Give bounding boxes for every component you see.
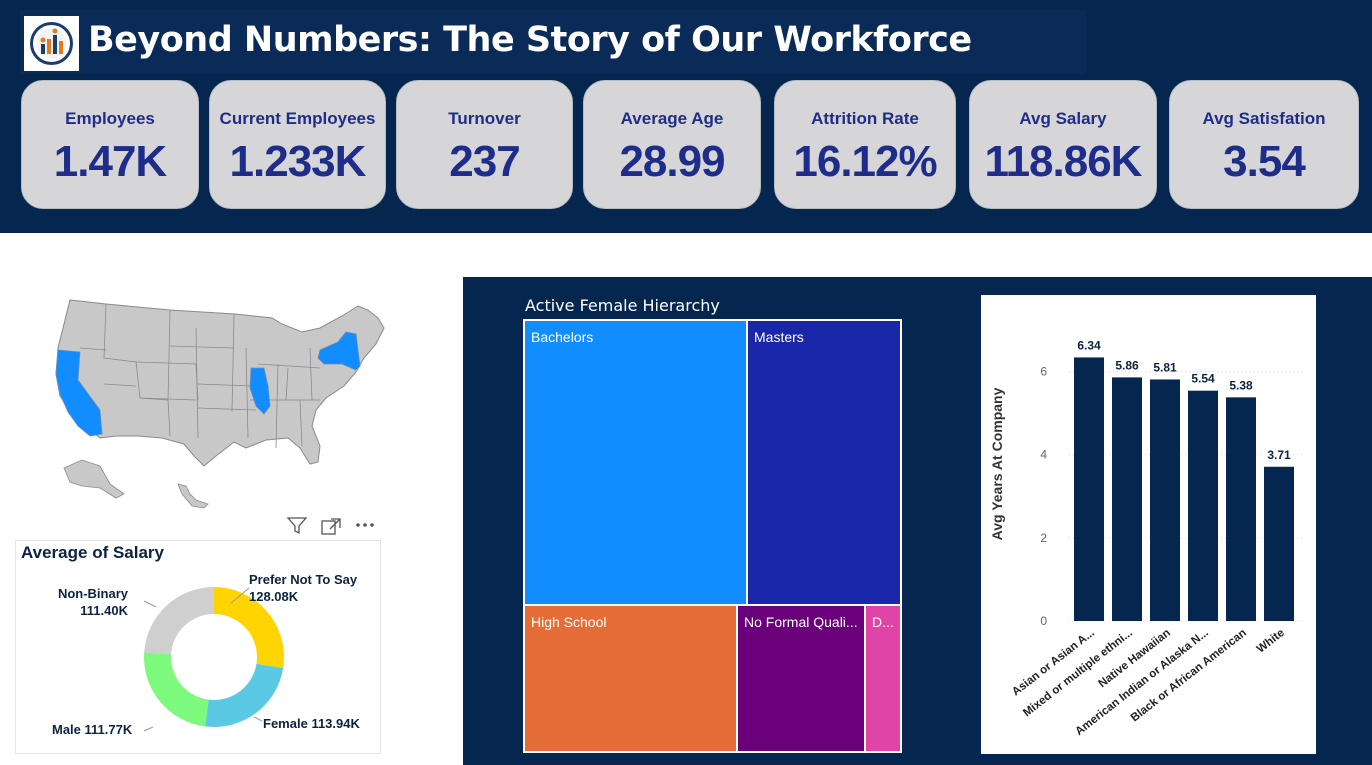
bar[interactable] xyxy=(1150,379,1180,621)
bar[interactable] xyxy=(1074,357,1104,621)
treemap-tile-no-formal-qualifications[interactable]: No Formal Quali... xyxy=(738,606,864,751)
bar-value-label: 6.34 xyxy=(1077,338,1101,352)
state-new-york[interactable] xyxy=(317,331,361,371)
years-at-company-card: Avg Years At Company 0 2 4 6 6.34 Asian or Asi… xyxy=(981,295,1316,754)
donut-leader-line xyxy=(143,726,154,732)
x-category-label: White xyxy=(1255,627,1287,656)
kpi-label: Average Age xyxy=(620,109,724,128)
bar[interactable] xyxy=(1112,377,1142,621)
x-category-label: American Indian or Alaska N... xyxy=(1073,627,1210,738)
segment-value: 111.77K xyxy=(84,722,133,737)
kpi-card-employees[interactable]: Employees 1.47K xyxy=(21,80,199,209)
tile-label: D... xyxy=(872,614,894,630)
treemap-tile-bachelors[interactable]: Bachelors xyxy=(525,321,746,604)
salary-donut-card: Average of Salary Prefer Not To Say 128.… xyxy=(15,540,381,754)
segment-value: 113.94K xyxy=(311,716,360,731)
treemap-tile-doctorate[interactable]: D... xyxy=(866,606,900,751)
bar-value-label: 5.81 xyxy=(1153,360,1177,374)
filter-icon[interactable] xyxy=(287,517,307,535)
state-alaska[interactable] xyxy=(63,459,125,499)
more-options-icon[interactable] xyxy=(355,522,375,528)
donut-segment-non-binary[interactable] xyxy=(144,587,214,655)
segment-value: 128.08K xyxy=(249,589,299,604)
kpi-value: 1.233K xyxy=(229,137,367,186)
y-axis-title: Avg Years At Company xyxy=(989,387,1005,540)
kpi-card-average-age[interactable]: Average Age 28.99 xyxy=(583,80,761,209)
kpi-card-avg-salary[interactable]: Avg Salary 118.86K xyxy=(969,80,1157,209)
treemap-tile-masters[interactable]: Masters xyxy=(748,321,900,604)
segment-value: 111.40K xyxy=(80,603,128,618)
bar[interactable] xyxy=(1188,390,1218,621)
bar-value-label: 5.54 xyxy=(1191,372,1215,386)
kpi-label: Attrition Rate xyxy=(811,109,919,128)
focus-mode-icon[interactable] xyxy=(321,518,341,535)
kpi-value: 28.99 xyxy=(619,137,725,186)
donut-label-male: Male 111.77K xyxy=(52,721,132,738)
y-tick-label: 2 xyxy=(1040,531,1047,545)
y-tick-label: 0 xyxy=(1040,614,1047,628)
state-illinois[interactable] xyxy=(249,367,271,415)
kpi-card-current-employees[interactable]: Current Employees 1.233K xyxy=(209,80,386,209)
salary-donut-chart[interactable] xyxy=(16,541,382,755)
donut-segment-prefer-not-to-say[interactable] xyxy=(214,587,284,669)
title-bar xyxy=(20,10,1086,74)
donut-leader-line xyxy=(253,716,263,722)
kpi-card-attrition-rate[interactable]: Attrition Rate 16.12% xyxy=(774,80,956,209)
kpi-label: Turnover xyxy=(448,109,521,128)
donut-label-prefer-not-to-say: Prefer Not To Say 128.08K xyxy=(249,571,357,605)
donut-label-non-binary: Non-Binary 111.40K xyxy=(50,585,128,619)
bar-value-label: 3.71 xyxy=(1267,448,1291,462)
kpi-value: 16.12% xyxy=(793,137,937,186)
y-tick-label: 4 xyxy=(1040,448,1047,462)
kpi-card-turnover[interactable]: Turnover 237 xyxy=(396,80,573,209)
bar-value-label: 5.38 xyxy=(1229,378,1253,392)
us-mainland-shape xyxy=(55,299,385,467)
donut-leader-line xyxy=(143,600,157,608)
tile-label: High School xyxy=(531,614,607,630)
treemap-title: Active Female Hierarchy xyxy=(525,296,720,315)
donut-title: Average of Salary xyxy=(21,543,164,562)
kpi-value: 118.86K xyxy=(984,137,1143,186)
donut-leader-line xyxy=(230,587,250,604)
segment-name: Female xyxy=(263,716,308,731)
us-state-map[interactable] xyxy=(20,288,392,510)
bar[interactable] xyxy=(1226,397,1256,621)
donut-segment-female[interactable] xyxy=(205,663,284,727)
kpi-value: 237 xyxy=(449,137,520,186)
kpi-value: 3.54 xyxy=(1223,137,1306,186)
segment-name: Male xyxy=(52,722,81,737)
page-title: Beyond Numbers: The Story of Our Workfor… xyxy=(88,20,972,60)
kpi-card-avg-satisfaction[interactable]: Avg Satisfation 3.54 xyxy=(1169,80,1359,209)
segment-name: Prefer Not To Say xyxy=(249,572,358,587)
treemap-tile-high-school[interactable]: High School xyxy=(525,606,736,751)
tile-label: No Formal Quali... xyxy=(744,614,858,630)
state-california[interactable] xyxy=(55,349,103,437)
state-hawaii[interactable] xyxy=(177,483,209,509)
donut-label-female: Female 113.94K xyxy=(263,715,360,732)
bar[interactable] xyxy=(1264,466,1294,621)
kpi-label: Avg Salary xyxy=(1019,109,1107,128)
bar-value-label: 5.86 xyxy=(1115,358,1139,372)
kpi-value: 1.47K xyxy=(53,137,167,186)
workforce-logo-icon xyxy=(24,16,79,71)
tile-label: Bachelors xyxy=(531,329,594,345)
kpi-label: Avg Satisfation xyxy=(1202,109,1326,128)
tile-label: Masters xyxy=(754,329,804,345)
y-tick-label: 6 xyxy=(1040,365,1047,379)
kpi-label: Current Employees xyxy=(219,109,376,128)
donut-segment-male[interactable] xyxy=(144,652,209,727)
segment-name: Non-Binary xyxy=(57,586,128,601)
kpi-label: Employees xyxy=(65,109,155,128)
